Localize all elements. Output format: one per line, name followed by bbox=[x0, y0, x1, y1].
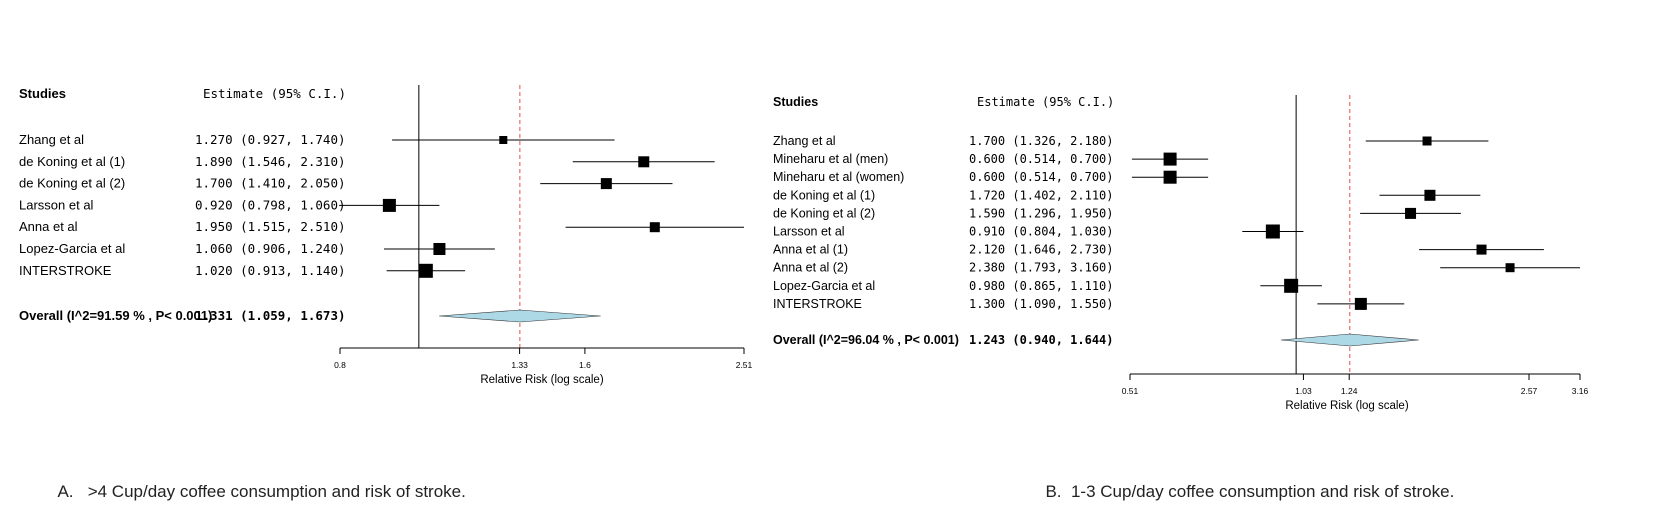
panel-a-study-estimate: 0.920 (0.798, 1.060) bbox=[195, 197, 346, 212]
panel-a-study-name: de Koning et al (2) bbox=[19, 176, 125, 191]
panel-a-study-name: INTERSTROKE bbox=[19, 263, 112, 278]
panel-a-estimate-marker bbox=[638, 156, 650, 168]
panel-b-estimate-marker bbox=[1422, 136, 1432, 146]
panel-b-overall-estimate: 1.243 (0.940, 1.644) bbox=[969, 333, 1114, 347]
panel-b-study-name: de Koning et al (1) bbox=[773, 188, 875, 202]
panel-b-study-name: de Koning et al (2) bbox=[773, 206, 875, 220]
panel-a-x-tick-label: 1.33 bbox=[511, 360, 528, 370]
panel-b-header-estimate: Estimate (95% C.I.) bbox=[977, 95, 1114, 109]
panel-a-x-tick-label: 0.8 bbox=[334, 360, 346, 370]
panel-b-study-name: Lopez-Garcia et al bbox=[773, 279, 875, 293]
panel-a-study-name: Zhang et al bbox=[19, 132, 84, 147]
panel-b-estimate-marker bbox=[1476, 244, 1487, 255]
panel-a-x-axis-label: Relative Risk (log scale) bbox=[480, 374, 604, 386]
caption-b: B. 1-3 Cup/day coffee consumption and ri… bbox=[1036, 462, 1454, 502]
caption-a: A. >4 Cup/day coffee consumption and ris… bbox=[48, 462, 466, 502]
caption-a-label: A. bbox=[57, 482, 74, 501]
panel-b-estimate-marker bbox=[1405, 207, 1417, 219]
panel-a-x-tick-label: 1.6 bbox=[579, 360, 591, 370]
panel-b-study-name: Mineharu et al (women) bbox=[773, 170, 904, 184]
panel-b-x-tick-label: 0.51 bbox=[1122, 386, 1139, 396]
panel-b-study-estimate: 2.380 (1.793, 3.160) bbox=[969, 261, 1114, 275]
panel-a-header-studies: Studies bbox=[19, 86, 66, 101]
caption-b-text: 1-3 Cup/day coffee consumption and risk … bbox=[1070, 482, 1455, 501]
panel-b-x-tick-label: 2.57 bbox=[1521, 386, 1538, 396]
panel-a-overall-name: Overall (I^2=91.59 % , P< 0.001) bbox=[19, 308, 212, 323]
caption-b-label: B. bbox=[1045, 482, 1062, 501]
panel-b-estimate-marker bbox=[1354, 297, 1367, 310]
panel-a-study-name: Lopez-Garcia et al bbox=[19, 241, 125, 256]
panel-b-overall-diamond bbox=[1280, 333, 1419, 347]
panel-b-study-name: Mineharu et al (men) bbox=[773, 152, 888, 166]
panel-b-study-estimate: 1.700 (1.326, 2.180) bbox=[969, 134, 1114, 148]
panel-a-study-name: Anna et al bbox=[19, 219, 78, 234]
panel-b-study-estimate: 1.300 (1.090, 1.550) bbox=[969, 297, 1114, 311]
panel-a-estimate-marker bbox=[433, 243, 446, 255]
panel-a-estimate-marker bbox=[418, 263, 433, 278]
panel-a-study-estimate: 1.890 (1.546, 2.310) bbox=[195, 154, 346, 169]
panel-a-study-estimate: 1.060 (0.906, 1.240) bbox=[195, 241, 346, 256]
panel-b-study-name: Anna et al (1) bbox=[773, 243, 848, 257]
panel-a-estimate-marker bbox=[649, 222, 660, 233]
panel-b-study-name: Zhang et al bbox=[773, 134, 836, 148]
panel-b-x-tick-label: 1.24 bbox=[1341, 386, 1358, 396]
panel-b-study-name: Larsson et al bbox=[773, 225, 845, 239]
panel-b-x-axis-label: Relative Risk (log scale) bbox=[1285, 400, 1409, 412]
panel-a-overall-diamond bbox=[439, 309, 601, 323]
panel-a-estimate-marker bbox=[600, 178, 612, 190]
panel-b-study-estimate: 1.590 (1.296, 1.950) bbox=[969, 206, 1114, 220]
panel-b-estimate-marker bbox=[1284, 278, 1299, 293]
panel-b-estimate-marker bbox=[1505, 263, 1515, 273]
panel-b-study-name: INTERSTROKE bbox=[773, 297, 862, 311]
panel-a-overall-estimate: 1.331 (1.059, 1.673) bbox=[195, 308, 346, 323]
panel-b-study-estimate: 1.720 (1.402, 2.110) bbox=[969, 188, 1114, 202]
panel-b-study-name: Anna et al (2) bbox=[773, 261, 848, 275]
panel-b-estimate-marker bbox=[1163, 170, 1177, 184]
panel-a-study-estimate: 1.270 (0.927, 1.740) bbox=[195, 132, 346, 147]
panel-a-estimate-marker bbox=[499, 136, 508, 144]
panel-b-x-tick-label: 1.03 bbox=[1295, 386, 1312, 396]
panel-b-x-tick-label: 3.16 bbox=[1572, 386, 1589, 396]
panel-a-study-estimate: 1.700 (1.410, 2.050) bbox=[195, 176, 346, 191]
panel-a-study-estimate: 1.950 (1.515, 2.510) bbox=[195, 219, 346, 234]
panel-a-study-name: de Koning et al (1) bbox=[19, 154, 125, 169]
panel-b-estimate-marker bbox=[1265, 224, 1280, 239]
panel-b-overall-name: Overall (I^2=96.04 % , P< 0.001) bbox=[773, 333, 959, 347]
panel-b-study-estimate: 0.980 (0.865, 1.110) bbox=[969, 279, 1114, 293]
panel-b-estimate-marker bbox=[1424, 189, 1436, 201]
panel-b-header-studies: Studies bbox=[773, 95, 818, 109]
panel-a-x-tick-label: 2.51 bbox=[736, 360, 753, 370]
panel-a-estimate-marker bbox=[382, 198, 396, 212]
panel-b-study-estimate: 0.600 (0.514, 0.700) bbox=[969, 152, 1114, 166]
panel-a-study-estimate: 1.020 (0.913, 1.140) bbox=[195, 263, 346, 278]
panel-b-study-estimate: 2.120 (1.646, 2.730) bbox=[969, 243, 1114, 257]
panel-a-header-estimate: Estimate (95% C.I.) bbox=[203, 86, 346, 101]
panel-a-study-name: Larsson et al bbox=[19, 197, 94, 212]
caption-a-text: >4 Cup/day coffee consumption and risk o… bbox=[87, 482, 466, 501]
panel-b-estimate-marker bbox=[1163, 152, 1177, 166]
panel-b-study-estimate: 0.600 (0.514, 0.700) bbox=[969, 170, 1114, 184]
panel-b-study-estimate: 0.910 (0.804, 1.030) bbox=[969, 225, 1114, 239]
